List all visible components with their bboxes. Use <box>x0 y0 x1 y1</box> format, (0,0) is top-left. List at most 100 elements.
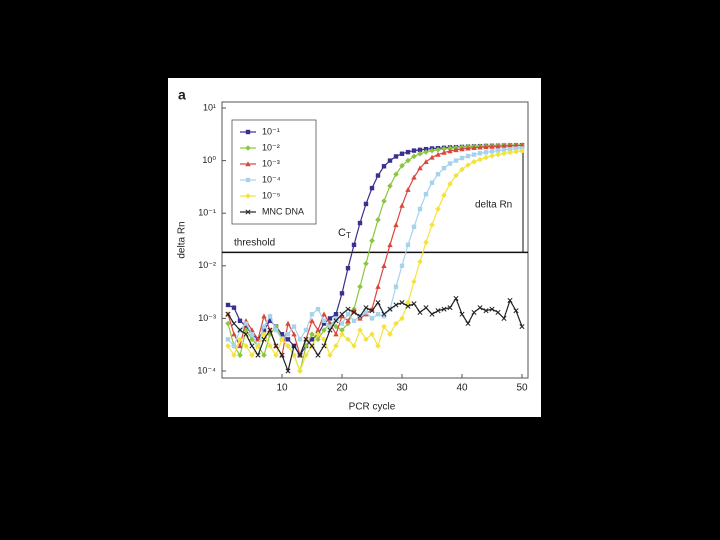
point <box>375 343 381 349</box>
point <box>285 337 291 342</box>
point <box>237 336 243 343</box>
y-axis-label: delta Rn <box>177 221 188 258</box>
point <box>345 312 351 317</box>
panel-label: a <box>178 87 186 103</box>
point <box>435 151 441 157</box>
ct-label: CT <box>338 227 351 240</box>
point <box>297 337 303 342</box>
y-tick-label: 10⁻¹ <box>198 208 216 218</box>
ct-base: C <box>338 227 346 239</box>
point <box>387 306 393 312</box>
point <box>243 343 249 349</box>
point <box>363 310 369 315</box>
point <box>327 352 333 358</box>
point <box>453 158 459 163</box>
point <box>459 166 465 173</box>
point <box>321 311 327 317</box>
point <box>243 324 249 329</box>
point <box>393 222 399 228</box>
point <box>297 368 303 374</box>
point <box>357 220 363 226</box>
y-tick-label: 10⁰ <box>202 155 216 165</box>
point <box>327 316 333 321</box>
point <box>291 324 297 329</box>
point <box>471 152 477 157</box>
point <box>333 316 339 321</box>
point <box>381 263 387 268</box>
point <box>405 242 411 248</box>
point <box>245 209 251 215</box>
point <box>471 309 477 315</box>
point <box>399 315 405 322</box>
point <box>369 237 375 244</box>
point <box>375 312 381 317</box>
point <box>261 331 267 338</box>
point <box>435 308 441 314</box>
legend: 10⁻¹ 10⁻² 10⁻³ 10⁻⁴ 10⁻⁵ MNC DNA <box>231 119 317 225</box>
point <box>333 312 339 317</box>
x-tick-label: 50 <box>516 383 528 394</box>
point <box>351 318 357 324</box>
point <box>333 318 339 324</box>
point <box>507 149 513 156</box>
point <box>423 159 429 164</box>
point <box>429 222 435 228</box>
point <box>495 151 501 158</box>
point <box>387 183 393 189</box>
point <box>411 148 417 153</box>
point <box>507 147 513 152</box>
point <box>309 312 315 317</box>
point <box>345 306 351 312</box>
point <box>399 202 405 208</box>
point <box>519 148 525 154</box>
point <box>243 331 249 337</box>
legend-label: 10⁻³ <box>262 158 280 168</box>
point <box>363 336 369 343</box>
point <box>477 144 483 150</box>
point <box>273 343 279 349</box>
point <box>387 158 393 163</box>
point <box>315 306 321 312</box>
point <box>245 129 251 135</box>
point <box>291 331 297 337</box>
point <box>441 145 447 152</box>
point <box>501 147 507 153</box>
point <box>291 352 297 358</box>
y-tick-label: 10⁻³ <box>198 313 216 323</box>
point <box>453 295 459 301</box>
point <box>327 327 333 333</box>
point <box>381 198 387 204</box>
point <box>363 260 369 267</box>
point <box>321 343 327 349</box>
point <box>405 303 411 309</box>
point <box>261 324 267 329</box>
point <box>321 321 327 326</box>
point <box>245 177 251 183</box>
point <box>245 145 251 151</box>
point <box>237 343 243 349</box>
point <box>465 162 471 168</box>
point <box>489 153 495 159</box>
point <box>483 150 489 155</box>
point <box>477 151 483 156</box>
point <box>459 155 465 161</box>
point <box>393 302 399 308</box>
point <box>363 201 369 207</box>
legend-label: 10⁻⁵ <box>262 190 281 200</box>
point <box>441 165 447 171</box>
point <box>411 153 417 160</box>
point <box>351 343 357 349</box>
point <box>393 171 399 178</box>
point <box>471 145 477 151</box>
point <box>411 278 417 285</box>
point <box>375 173 381 178</box>
point <box>399 162 405 169</box>
point <box>261 352 267 358</box>
point <box>447 161 453 166</box>
point <box>483 144 489 150</box>
delta-rn-label: delta Rn <box>475 200 512 211</box>
point <box>459 146 465 152</box>
point <box>375 284 381 289</box>
point <box>429 180 435 185</box>
